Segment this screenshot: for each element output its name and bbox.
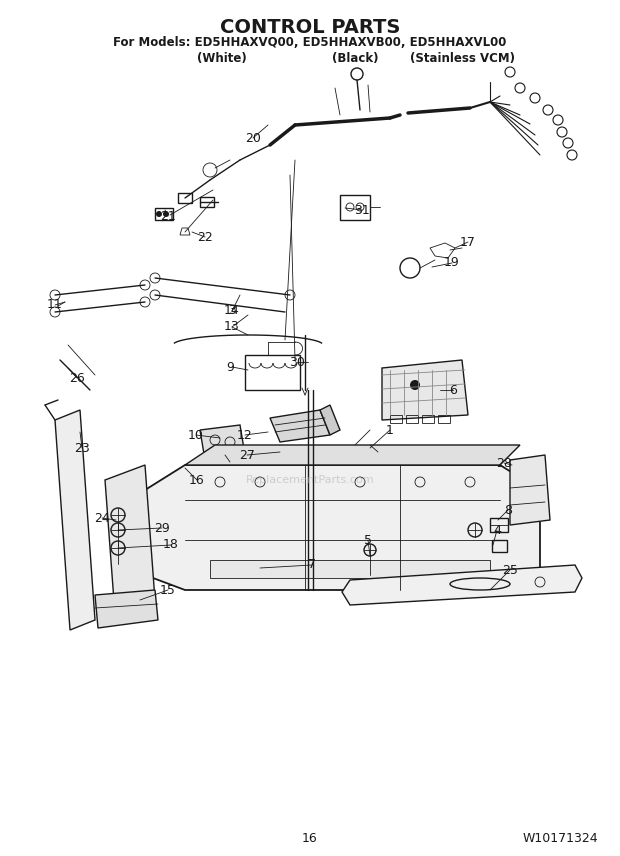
- Text: 13: 13: [224, 320, 240, 334]
- Polygon shape: [270, 410, 330, 442]
- Text: For Models: ED5HHAXVQ00, ED5HHAXVB00, ED5HHAXVL00: For Models: ED5HHAXVQ00, ED5HHAXVB00, ED…: [113, 36, 507, 49]
- Bar: [406, 415, 418, 423]
- Text: 21: 21: [160, 210, 176, 223]
- Text: 18: 18: [163, 538, 179, 551]
- Bar: [200, 197, 214, 207]
- Bar: [155, 208, 173, 220]
- Polygon shape: [55, 410, 95, 630]
- Text: 25: 25: [502, 563, 518, 576]
- Text: (White): (White): [197, 52, 247, 65]
- Text: 4: 4: [493, 524, 501, 537]
- Bar: [210, 560, 490, 578]
- Bar: [422, 415, 434, 423]
- Text: 30: 30: [289, 355, 305, 368]
- Polygon shape: [145, 465, 540, 590]
- Text: 24: 24: [94, 512, 110, 525]
- Text: 23: 23: [74, 442, 90, 455]
- Polygon shape: [382, 360, 468, 420]
- Text: 28: 28: [496, 456, 512, 469]
- Bar: [340, 195, 370, 220]
- Text: 27: 27: [239, 449, 255, 461]
- Text: 6: 6: [449, 383, 457, 396]
- Text: 31: 31: [354, 204, 370, 217]
- Text: 17: 17: [460, 235, 476, 248]
- Text: (Black): (Black): [332, 52, 378, 65]
- Text: 1: 1: [386, 424, 394, 437]
- Text: 14: 14: [224, 305, 240, 318]
- Text: 16: 16: [302, 832, 318, 845]
- Text: 19: 19: [444, 257, 460, 270]
- Text: (Stainless VCM): (Stainless VCM): [409, 52, 515, 65]
- Circle shape: [156, 211, 162, 217]
- Text: 29: 29: [154, 521, 170, 534]
- Text: 22: 22: [197, 230, 213, 243]
- Bar: [245, 355, 300, 390]
- Text: 7: 7: [308, 558, 316, 572]
- Text: 10: 10: [188, 429, 204, 442]
- Circle shape: [281, 452, 287, 458]
- Text: 20: 20: [245, 132, 261, 145]
- Polygon shape: [342, 565, 582, 605]
- Polygon shape: [105, 465, 155, 615]
- Text: 12: 12: [237, 429, 253, 442]
- Text: 26: 26: [69, 372, 85, 384]
- Text: ReplacementParts.com: ReplacementParts.com: [246, 475, 374, 485]
- Polygon shape: [95, 590, 158, 628]
- Circle shape: [163, 211, 169, 217]
- Text: 5: 5: [364, 533, 372, 546]
- Text: 8: 8: [504, 503, 512, 516]
- Bar: [278, 448, 298, 462]
- Text: CONTROL PARTS: CONTROL PARTS: [220, 18, 400, 37]
- Text: 16: 16: [189, 473, 205, 486]
- Text: 15: 15: [160, 584, 176, 597]
- Polygon shape: [510, 455, 550, 525]
- Bar: [390, 415, 402, 423]
- Circle shape: [288, 452, 294, 458]
- Text: W10171324: W10171324: [523, 832, 598, 845]
- Text: 3: 3: [228, 304, 236, 317]
- Bar: [490, 518, 508, 532]
- Polygon shape: [320, 405, 340, 435]
- Bar: [178, 193, 192, 203]
- Text: 9: 9: [226, 360, 234, 373]
- Bar: [492, 540, 507, 552]
- Text: 11: 11: [47, 299, 63, 312]
- Circle shape: [410, 380, 420, 390]
- Bar: [438, 415, 450, 423]
- Polygon shape: [185, 445, 520, 465]
- Polygon shape: [200, 425, 245, 460]
